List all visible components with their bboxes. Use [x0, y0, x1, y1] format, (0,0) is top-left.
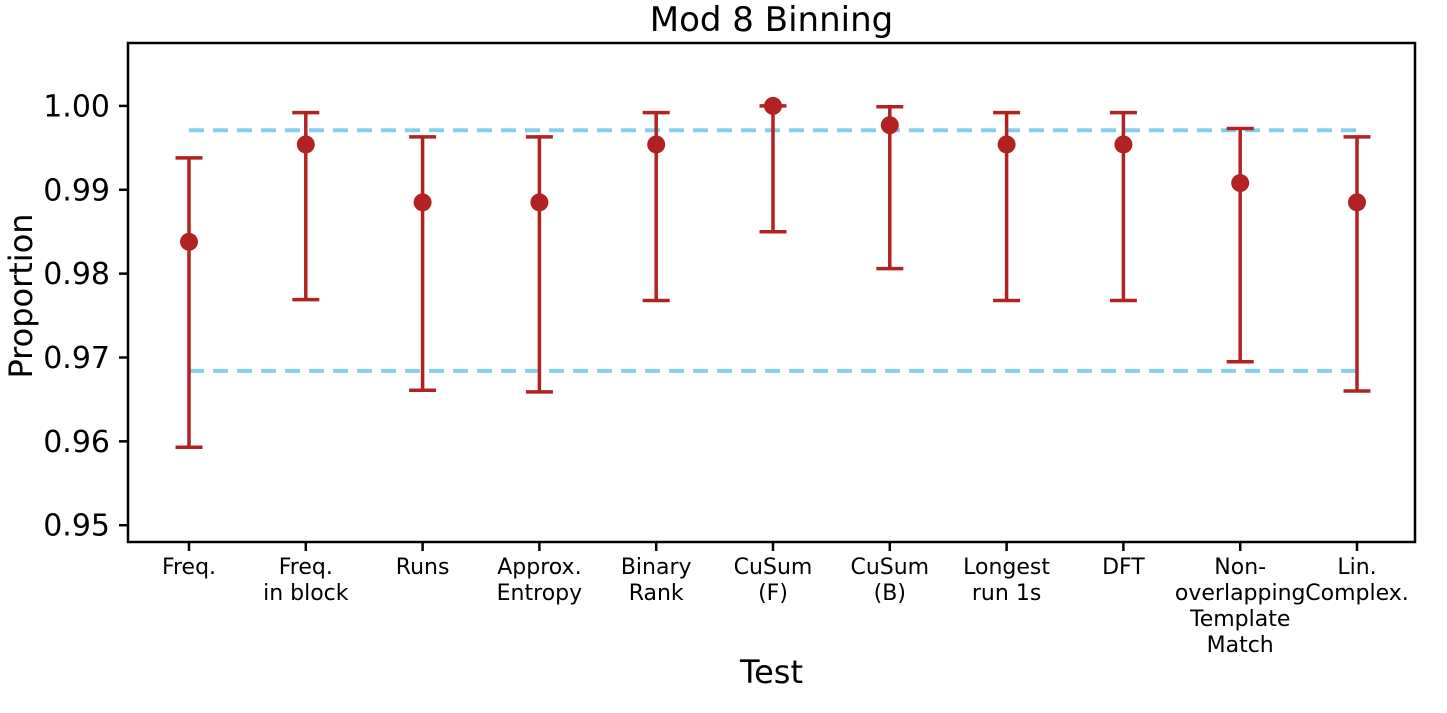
data-point-3 [530, 193, 549, 212]
data-point-10 [1348, 193, 1366, 212]
x-tick-label-4: Binary Rank [621, 555, 692, 606]
data-point-9 [1231, 174, 1250, 193]
data-point-4 [647, 135, 666, 154]
x-tick-label-10: Lin. Complex. [1305, 555, 1409, 606]
x-tick-label-1: Freq. in block [263, 555, 349, 606]
data-point-1 [296, 135, 315, 154]
x-tick-label-6: CuSum (B) [850, 555, 929, 606]
x-tick-label-9: Non-overlapping Template Match [1175, 555, 1306, 658]
x-tick-label-7: Longest run 1s [963, 555, 1050, 606]
y-tick-label-3: 0.97 [43, 341, 110, 376]
data-point-7 [997, 135, 1016, 154]
x-tick-label-3: Approx. Entropy [497, 555, 582, 606]
x-tick-label-0: Freq. [162, 555, 216, 580]
y-tick-label-0: 1.00 [43, 89, 110, 124]
data-point-6 [880, 116, 899, 135]
data-point-2 [413, 193, 432, 212]
y-tick-label-2: 0.98 [43, 257, 110, 292]
plot-area: 1.00 0.99 0.98 0.97 0.96 0.95 Freq. Freq. in blo… [43, 41, 1417, 658]
data-point-8 [1114, 135, 1133, 154]
plot-frame [126, 41, 1417, 544]
data-point-5 [764, 96, 782, 115]
chart-title: Mod 8 Binning [650, 0, 893, 40]
x-tick-label-5: CuSum (F) [734, 555, 813, 606]
y-tick-label-1: 0.99 [43, 173, 110, 208]
y-axis-label: Proportion [2, 213, 40, 378]
y-tick-label-5: 0.95 [43, 509, 110, 544]
x-tick-label-2: Runs [396, 555, 450, 580]
x-axis-label: Test [739, 653, 803, 691]
x-tick-label-8: DFT [1102, 555, 1145, 580]
data-point-0 [180, 232, 198, 251]
y-tick-label-4: 0.96 [43, 425, 110, 460]
